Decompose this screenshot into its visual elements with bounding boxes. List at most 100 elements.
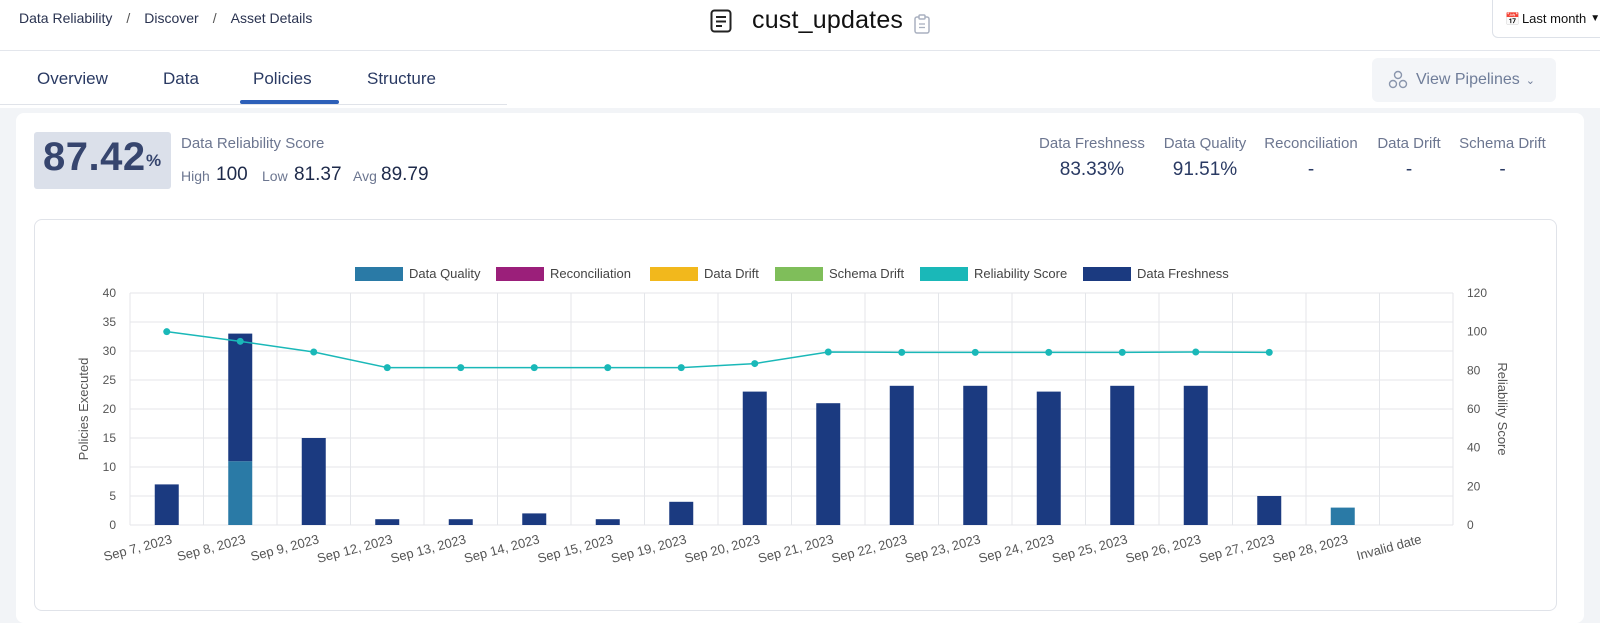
metric-quality-label: Data Quality — [1163, 135, 1247, 152]
y-tick-label: 15 — [103, 431, 117, 445]
legend-schema-drift[interactable]: Schema Drift — [775, 266, 904, 281]
y2-tick-label: 20 — [1467, 479, 1481, 493]
metric-freshness-label: Data Freshness — [1039, 135, 1145, 152]
reliability-score-value: 87.42 — [43, 135, 146, 179]
x-tick-label: Sep 9, 2023 — [249, 531, 321, 564]
legend-swatch — [775, 266, 823, 281]
metric-reconciliation-label: Reconciliation — [1264, 135, 1358, 152]
x-tick-label: Sep 20, 2023 — [683, 531, 762, 566]
legend-swatch — [650, 266, 698, 281]
breadcrumb-data-reliability[interactable]: Data Reliability — [19, 10, 113, 26]
view-pipelines-label: View Pipelines — [1416, 71, 1520, 88]
x-tick-label: Sep 7, 2023 — [102, 531, 174, 564]
x-tick-label: Sep 26, 2023 — [1124, 531, 1203, 566]
top-bar: Data Reliability / Discover / Asset Deta… — [0, 0, 1600, 51]
reliability-score-label: Data Reliability Score — [181, 135, 325, 152]
bar-data-freshness — [522, 513, 547, 525]
legend-data-quality[interactable]: Data Quality — [355, 266, 481, 281]
y2-tick-label: 0 — [1467, 518, 1474, 532]
avg-value: 89.79 — [381, 164, 429, 185]
bar-data-freshness — [816, 403, 841, 525]
calendar-icon: 📅 — [1505, 11, 1520, 26]
reliability-score-point — [898, 348, 906, 356]
x-tick-label: Sep 22, 2023 — [830, 531, 909, 566]
y-tick-label: 25 — [103, 373, 117, 387]
asset-title-group: cust_updates — [710, 6, 933, 35]
score-box — [34, 132, 171, 189]
view-pipelines-button[interactable]: View Pipelines ⌄ — [1372, 58, 1556, 102]
legend-swatch — [1083, 266, 1131, 281]
tabs-divider — [0, 104, 507, 105]
metric-schema-drift-value: - — [1499, 159, 1506, 180]
bar-data-freshness — [1036, 391, 1061, 525]
metric-schema-drift-label: Schema Drift — [1459, 135, 1546, 152]
x-tick-label: Sep 24, 2023 — [977, 531, 1056, 566]
reliability-score-point — [310, 348, 318, 356]
chevron-down-icon: ⌄ — [1525, 74, 1535, 87]
reliability-score-point — [457, 364, 465, 372]
bar-data-freshness — [448, 519, 473, 525]
reliability-score-point — [236, 337, 244, 345]
x-tick-label: Sep 8, 2023 — [175, 531, 247, 564]
tab-policies[interactable]: Policies — [253, 69, 312, 88]
low-value: 81.37 — [294, 164, 342, 185]
reliability-score-point — [1265, 348, 1273, 356]
bar-data-freshness — [1183, 385, 1208, 525]
tab-data[interactable]: Data — [163, 69, 199, 88]
bar-data-freshness — [375, 519, 400, 525]
tab-bar: Overview Data Policies Structure — [0, 51, 1600, 108]
metric-data-drift-value: - — [1405, 159, 1413, 180]
clipboard-icon[interactable] — [913, 13, 933, 35]
x-tick-label: Sep 25, 2023 — [1050, 531, 1129, 566]
legend-label: Schema Drift — [829, 266, 905, 281]
reliability-score-point — [383, 364, 391, 372]
reliability-score-point — [677, 364, 685, 372]
y2-axis-title: Reliability Score — [1495, 362, 1510, 455]
breadcrumb-discover[interactable]: Discover — [144, 10, 199, 26]
legend-swatch — [496, 266, 544, 281]
x-tick-label: Sep 19, 2023 — [609, 531, 688, 566]
low-label: Low — [262, 168, 288, 184]
x-tick-label: Sep 15, 2023 — [536, 531, 615, 566]
bar-data-freshness — [742, 391, 767, 525]
breadcrumb-separator: / — [212, 10, 217, 26]
y2-tick-label: 60 — [1467, 402, 1481, 416]
legend-reconciliation[interactable]: Reconciliation — [496, 266, 631, 281]
bar-data-freshness — [1110, 385, 1135, 525]
x-tick-label: Sep 14, 2023 — [462, 531, 541, 566]
y-tick-label: 0 — [109, 518, 116, 532]
y-tick-label: 10 — [103, 460, 117, 474]
bar-data-freshness — [963, 385, 988, 525]
y-tick-label: 5 — [109, 489, 116, 503]
y2-tick-label: 120 — [1467, 286, 1487, 300]
y-tick-label: 20 — [103, 402, 117, 416]
x-tick-label: Sep 12, 2023 — [315, 531, 394, 566]
x-tick-label: Sep 21, 2023 — [756, 531, 835, 566]
y-axis-title: Policies Executed — [76, 358, 91, 461]
tab-structure[interactable]: Structure — [367, 69, 436, 88]
bar-data-freshness — [595, 519, 620, 525]
date-range-dropdown[interactable]: 📅 Last month ▼ — [1492, 0, 1600, 38]
pipelines-icon — [1388, 70, 1408, 89]
date-range-label: Last month — [1521, 11, 1587, 26]
breadcrumb: Data Reliability / Discover / Asset Deta… — [19, 10, 312, 26]
reliability-score-unit: % — [146, 151, 162, 170]
x-tick-label: Invalid date — [1355, 531, 1423, 563]
breadcrumb-asset-details: Asset Details — [230, 10, 313, 26]
bar-data-freshness — [1257, 496, 1282, 525]
reliability-score-line — [166, 330, 1270, 369]
avg-label: Avg — [353, 168, 377, 184]
y2-tick-label: 100 — [1467, 325, 1487, 339]
tab-overview[interactable]: Overview — [37, 69, 108, 88]
bar-data-freshness — [301, 438, 326, 525]
bar-data-freshness — [669, 501, 694, 525]
legend-label: Data Quality — [409, 266, 481, 281]
document-icon — [710, 9, 732, 32]
legend-data-freshness[interactable]: Data Freshness — [1083, 266, 1229, 281]
metric-data-drift-label: Data Drift — [1377, 135, 1441, 152]
metric-freshness-value: 83.33% — [1059, 159, 1125, 180]
reliability-score-point — [1045, 348, 1053, 356]
legend-data-drift[interactable]: Data Drift — [650, 266, 759, 281]
legend-reliability-score[interactable]: Reliability Score — [920, 266, 1067, 281]
